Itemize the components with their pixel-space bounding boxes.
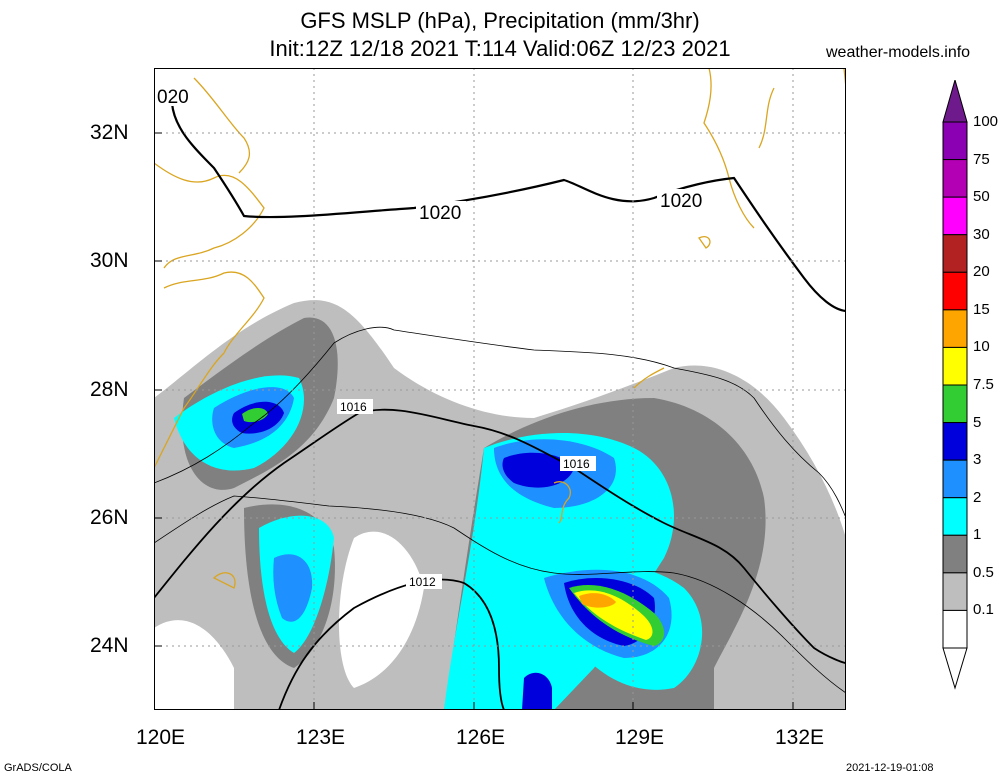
colorbar-label: 0.1 <box>973 601 994 619</box>
precip-area-15 <box>579 593 616 608</box>
isobar-label: 1020 <box>419 203 461 224</box>
isobars <box>154 102 846 710</box>
colorbar-cell <box>942 572 968 611</box>
colorbar-cell <box>942 234 968 273</box>
precip-area-3 <box>522 672 552 710</box>
axis-ticks <box>154 132 794 710</box>
colorbar-label: 7.5 <box>973 376 994 393</box>
colorbar-cell <box>942 422 968 461</box>
software-credit: GrADS/COLA <box>4 762 72 774</box>
lon-label: 129E <box>615 726 665 749</box>
precip-area-2 <box>273 554 313 622</box>
lon-label: 132E <box>775 726 825 749</box>
colorbar-label: 30 <box>973 225 990 243</box>
precipitation-field <box>154 300 846 710</box>
colorbar-cell <box>942 196 968 236</box>
colorbar-label: 3 <box>973 451 982 469</box>
lat-label: 32N <box>90 121 129 144</box>
render-timestamp: 2021-12-19-01:08 <box>846 762 934 774</box>
lat-label: 26N <box>90 506 129 529</box>
colorbar-label: 5 <box>973 413 982 431</box>
precip-area-0.1 <box>154 620 234 710</box>
colorbar-cell <box>942 459 968 499</box>
map-panel: 1020 1020 020 1016 1016 1012 <box>154 68 846 710</box>
isobar-labels: 1020 1020 020 1016 1016 1012 <box>156 86 707 589</box>
colorbar-cell <box>942 346 968 386</box>
colorbar-cell <box>942 159 968 198</box>
isobar-1016-thin <box>154 326 846 519</box>
coastline <box>154 68 846 589</box>
colorbar-cell <box>942 534 968 574</box>
lon-label: 123E <box>296 726 346 749</box>
colorbar-cell <box>942 271 968 311</box>
isobar-1020 <box>170 102 846 313</box>
map-frame <box>154 68 846 710</box>
chart-subtitle: Init:12Z 12/18 2021 T:114 Valid:06Z 12/2… <box>269 36 731 61</box>
colorbar <box>942 80 968 690</box>
colorbar-label: 0.5 <box>973 563 994 581</box>
isobar-label: 020 <box>157 87 189 108</box>
lon-label: 120E <box>136 726 186 749</box>
colorbar-label: 15 <box>973 300 990 318</box>
precip-area-3 <box>502 452 574 488</box>
isobar-label: 1016 <box>563 457 590 471</box>
precip-area-0.1 <box>339 531 424 688</box>
colorbar-cell <box>942 309 968 348</box>
isobar-label: 1012 <box>409 575 436 589</box>
colorbar-label: 100 <box>973 113 999 130</box>
colorbar-label: 50 <box>973 188 990 206</box>
isobar-1012-thin <box>154 495 846 694</box>
colorbar-label: 20 <box>973 263 990 281</box>
site-watermark: weather-models.info <box>826 44 971 61</box>
lon-label: 126E <box>456 726 506 749</box>
isobar-1012 <box>278 578 505 710</box>
colorbar-label: 10 <box>973 338 990 356</box>
isobar-label: 1016 <box>340 400 367 414</box>
chart-title: GFS MSLP (hPa), Precipitation (mm/3hr) <box>300 8 700 33</box>
colorbar-cell <box>942 384 968 424</box>
lat-label: 28N <box>90 378 129 401</box>
colorbar-cell <box>942 121 968 161</box>
gridlines <box>154 68 846 710</box>
colorbar-label: 2 <box>973 488 982 506</box>
lat-label: 24N <box>90 634 129 657</box>
isobar-label: 1020 <box>660 191 702 212</box>
colorbar-cell <box>942 609 968 649</box>
colorbar-label: 1 <box>973 526 982 544</box>
isobar-1016 <box>154 408 846 664</box>
colorbar-bottom-arrow <box>942 647 968 690</box>
colorbar-cell <box>942 497 968 536</box>
colorbar-top-arrow <box>942 80 968 123</box>
precip-area-5 <box>242 408 268 423</box>
colorbar-label: 75 <box>973 150 990 168</box>
lat-label: 30N <box>90 249 129 272</box>
colorbar-cells <box>942 121 968 649</box>
